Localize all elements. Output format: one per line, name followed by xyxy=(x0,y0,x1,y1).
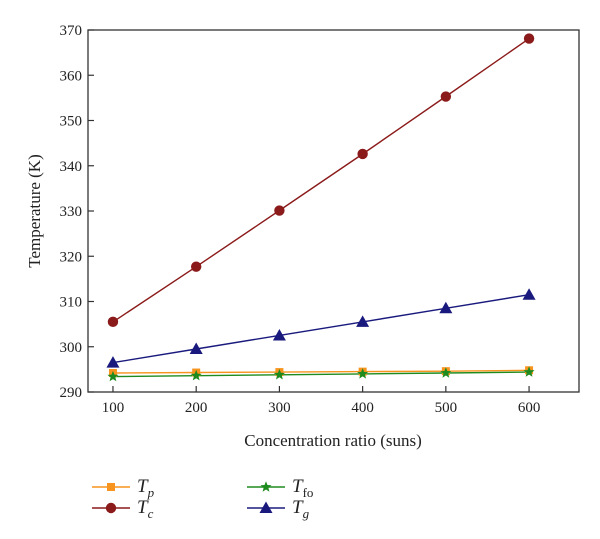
plot-frame xyxy=(87,29,580,393)
data-point-fo xyxy=(440,367,452,378)
legend-label: Tfo xyxy=(292,476,313,500)
x-tick-label: 300 xyxy=(268,400,291,416)
y-tick-label: 300 xyxy=(60,340,83,356)
legend-label: Tg xyxy=(292,497,310,521)
data-point-fo xyxy=(357,368,369,379)
y-tick-label: 290 xyxy=(60,385,83,401)
data-point-g xyxy=(356,315,370,327)
y-tick-label: 340 xyxy=(60,159,83,175)
x-tick-label: 100 xyxy=(102,400,125,416)
legend-marker-icon xyxy=(105,502,117,514)
x-tick-label: 600 xyxy=(518,400,541,416)
legend-item-p: Tp xyxy=(92,476,155,500)
legend-item-c: Tc xyxy=(92,497,154,521)
y-axis: 290 300 310 320 330 340 350 360 370 xyxy=(60,23,94,401)
data-point-c xyxy=(107,316,119,328)
series-line-p xyxy=(112,369,530,374)
data-point-c xyxy=(190,261,202,272)
data-point-g xyxy=(272,328,286,341)
legend-label: Tp xyxy=(137,476,155,500)
legend-item-fo: Tfo xyxy=(247,476,313,500)
series-line-fo xyxy=(112,371,530,378)
legend-marker-icon xyxy=(260,481,272,492)
data-point-fo xyxy=(190,369,202,381)
legend-marker-icon xyxy=(259,501,273,513)
y-axis-label: Temperature (K) xyxy=(25,154,44,268)
x-axis: 100 200 300 400 500 600 xyxy=(102,386,541,416)
x-axis-label: Concentration ratio (suns) xyxy=(244,431,422,450)
y-tick-label: 350 xyxy=(60,114,83,130)
data-point-c xyxy=(523,33,535,44)
legend-marker-icon xyxy=(107,483,115,491)
data-point-c xyxy=(440,91,452,102)
x-tick-label: 400 xyxy=(351,400,374,416)
data-point-c xyxy=(274,205,285,216)
data-point-g xyxy=(106,356,120,368)
series-line-g xyxy=(112,294,530,364)
series-lines xyxy=(112,38,530,378)
y-tick-label: 320 xyxy=(60,249,83,265)
legend-label: Tc xyxy=(137,497,154,521)
data-point-g xyxy=(439,301,453,314)
data-point-g xyxy=(522,288,536,300)
y-tick-label: 330 xyxy=(60,204,83,220)
data-point-fo xyxy=(107,370,119,382)
data-point-fo xyxy=(523,366,535,377)
legend-item-g: Tg xyxy=(247,497,310,521)
series-line-c xyxy=(112,38,530,323)
x-tick-label: 200 xyxy=(185,400,208,416)
y-tick-label: 370 xyxy=(60,23,83,39)
data-point-fo xyxy=(273,369,285,380)
series-markers xyxy=(106,33,536,382)
x-tick-label: 500 xyxy=(435,400,458,416)
y-tick-label: 310 xyxy=(60,295,83,311)
y-tick-label: 360 xyxy=(60,68,83,84)
data-point-g xyxy=(189,342,203,355)
data-point-c xyxy=(357,148,368,160)
